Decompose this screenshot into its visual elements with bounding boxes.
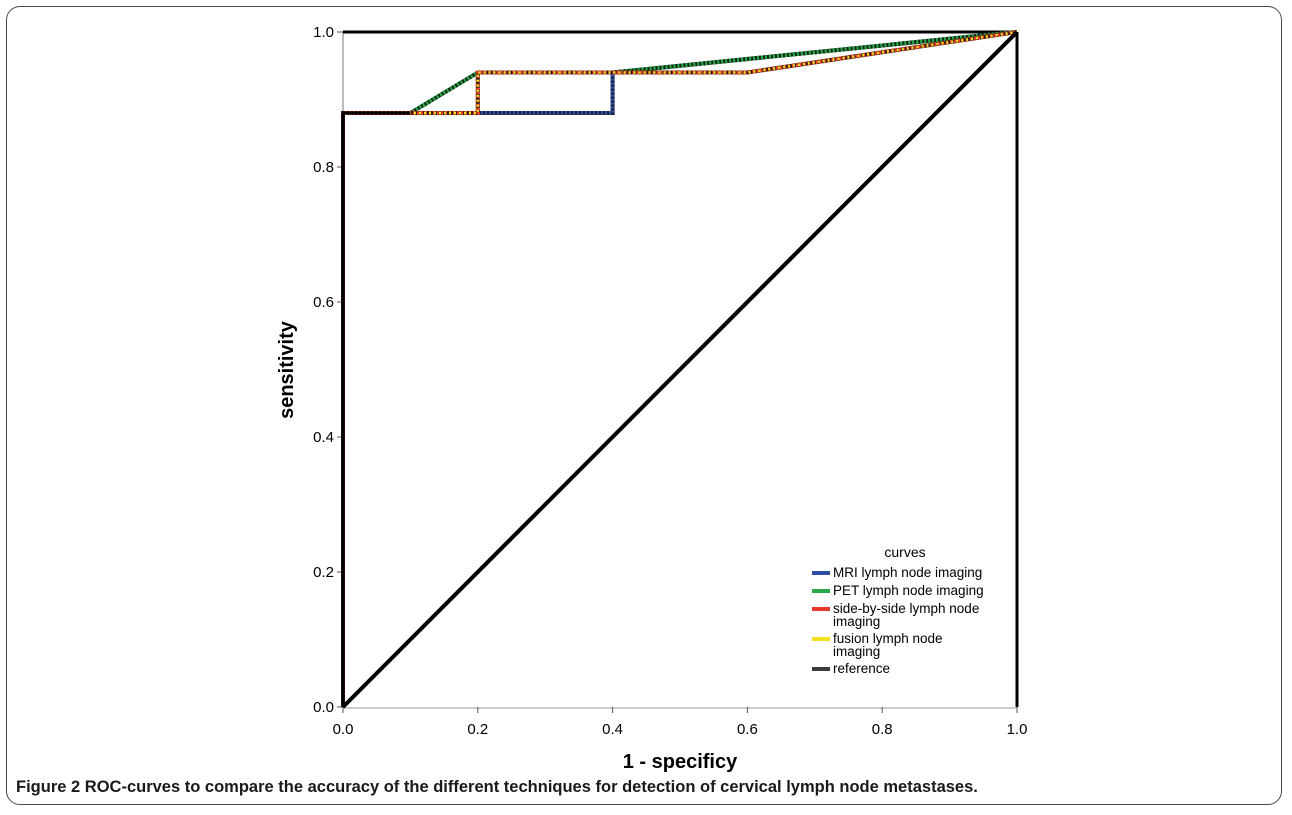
series-line [341,30,1018,707]
x-tick-label: 0.2 [467,721,488,738]
y-tick-label: 0.6 [313,294,334,311]
plot-layer: 0.0 0.2 0.4 0.6 0.8 1.0 0.0 0.2 0.4 0.6 0.8 1.0 [313,24,1027,738]
x-tick-label: 1.0 [1007,721,1028,738]
legend-label: side-by-side lymph node imaging [833,601,979,629]
legend: curves MRI lymph node imaging PET lymph n… [812,544,984,676]
legend-label: MRI lymph node imaging [833,565,982,580]
figure-caption: Figure 2 ROC-curves to compare the accur… [16,778,978,797]
caption-lead: Figure 2 [16,778,81,796]
x-tick-label: 0.6 [737,721,758,738]
series-line [341,30,1019,709]
y-tick-label: 0.8 [313,159,334,176]
y-axis-label: sensitivity [276,320,298,419]
caption-text: ROC-curves to compare the accuracy of th… [84,778,978,796]
y-tick-label: 0.2 [313,564,334,581]
x-tick-label: 0.4 [602,721,623,738]
legend-label: reference [833,661,890,676]
y-tick-label: 1.0 [313,24,334,41]
x-tick-label: 0.8 [872,721,893,738]
y-tick-label: 0.0 [313,699,334,716]
roc-chart: 0.0 0.2 0.4 0.6 0.8 1.0 0.0 0.2 0.4 0.6 0.8 1.0 1 -… [276,24,1027,772]
legend-label: PET lymph node imaging [833,583,984,598]
figure-frame [6,6,1282,805]
legend-title: curves [884,544,925,560]
legend-label: fusion lymph node imaging [833,631,943,659]
y-tick-label: 0.4 [313,429,334,446]
x-tick-label: 0.0 [333,721,354,738]
x-axis-label: 1 - specificy [623,751,738,772]
